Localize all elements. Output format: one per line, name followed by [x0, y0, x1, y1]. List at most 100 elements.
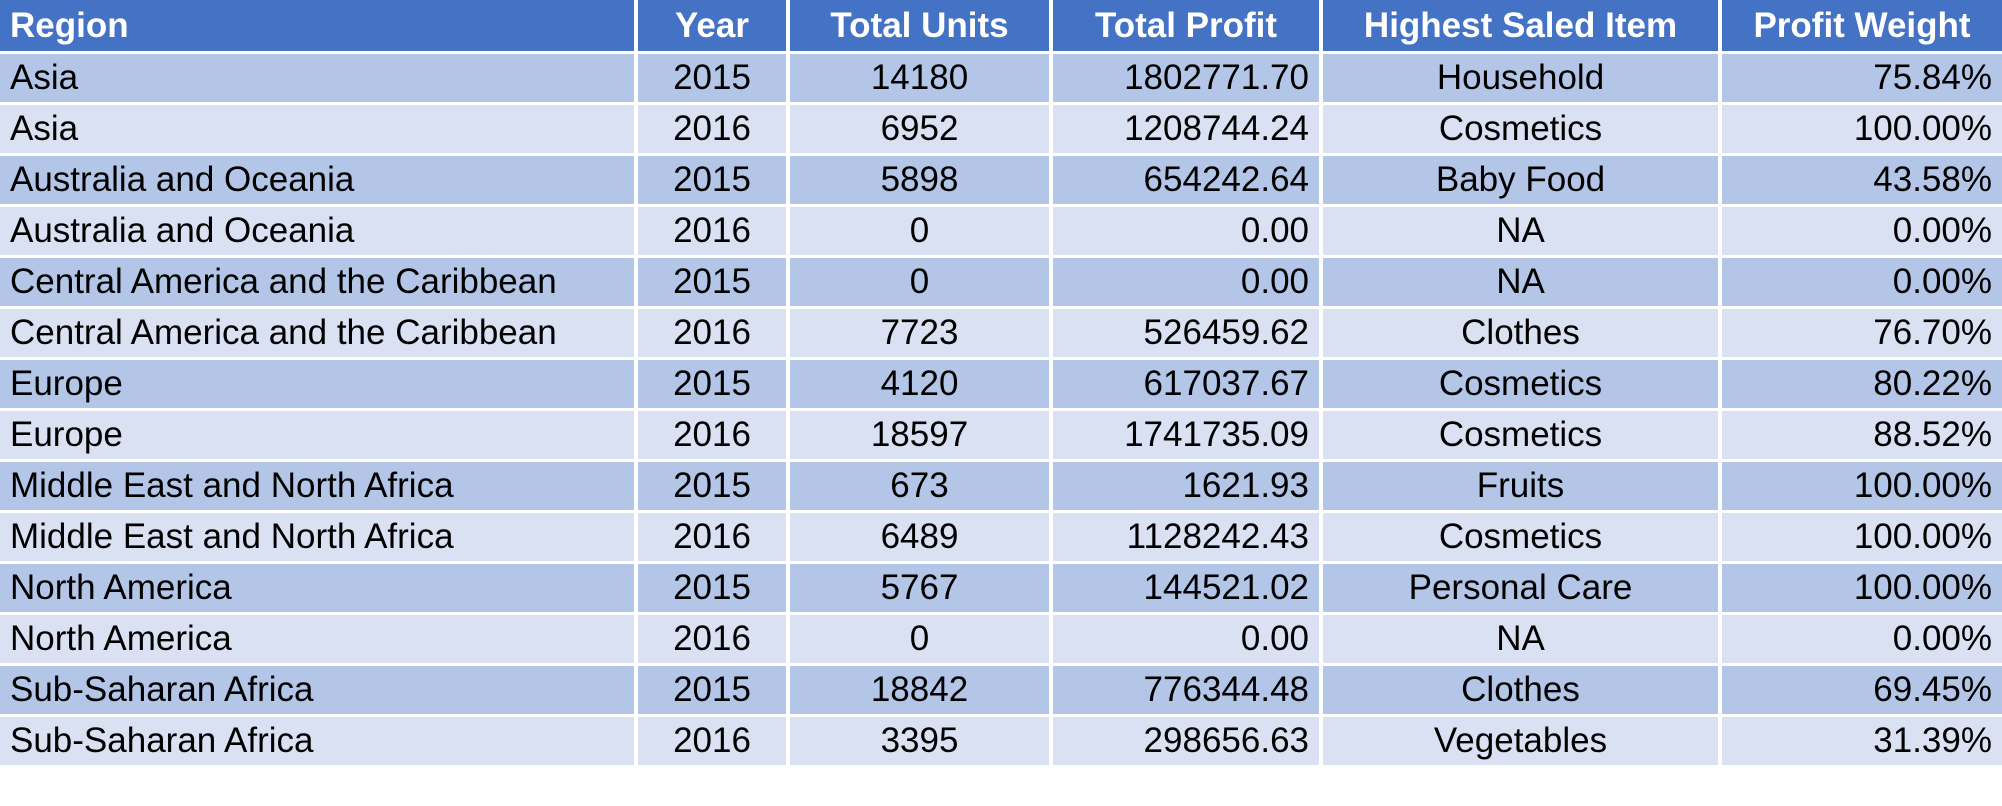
table-row: Middle East and North Africa 2015 673 1621.…	[0, 462, 2002, 513]
cell-total-profit[interactable]: 298656.63	[1053, 717, 1323, 768]
cell-year[interactable]: 2015	[638, 666, 790, 717]
cell-year[interactable]: 2016	[638, 411, 790, 462]
cell-year[interactable]: 2016	[638, 309, 790, 360]
cell-total-profit[interactable]: 0.00	[1053, 615, 1323, 666]
cell-year[interactable]: 2016	[638, 105, 790, 156]
cell-highest-saled-item[interactable]: Cosmetics	[1323, 360, 1722, 411]
table-row: North America 2015 5767 144521.02 Personal C…	[0, 564, 2002, 615]
cell-total-units[interactable]: 14180	[790, 54, 1053, 105]
cell-highest-saled-item[interactable]: Vegetables	[1323, 717, 1722, 768]
cell-year[interactable]: 2015	[638, 360, 790, 411]
cell-total-profit[interactable]: 0.00	[1053, 258, 1323, 309]
cell-total-profit[interactable]: 0.00	[1053, 207, 1323, 258]
cell-highest-saled-item[interactable]: NA	[1323, 207, 1722, 258]
cell-highest-saled-item[interactable]: Fruits	[1323, 462, 1722, 513]
cell-profit-weight[interactable]: 100.00%	[1722, 513, 2002, 564]
cell-profit-weight[interactable]: 43.58%	[1722, 156, 2002, 207]
cell-profit-weight[interactable]: 0.00%	[1722, 258, 2002, 309]
sales-summary-table: Region Year Total Units Total Profit Hig…	[0, 0, 2002, 768]
column-header-profit-weight[interactable]: Profit Weight	[1722, 0, 2002, 54]
cell-highest-saled-item[interactable]: Cosmetics	[1323, 105, 1722, 156]
cell-year[interactable]: 2016	[638, 207, 790, 258]
cell-total-profit[interactable]: 1128242.43	[1053, 513, 1323, 564]
header-row: Region Year Total Units Total Profit Hig…	[0, 0, 2002, 54]
cell-region[interactable]: North America	[0, 564, 638, 615]
cell-region[interactable]: Australia and Oceania	[0, 207, 638, 258]
cell-highest-saled-item[interactable]: Clothes	[1323, 309, 1722, 360]
cell-region[interactable]: Australia and Oceania	[0, 156, 638, 207]
cell-profit-weight[interactable]: 31.39%	[1722, 717, 2002, 768]
cell-highest-saled-item[interactable]: NA	[1323, 615, 1722, 666]
cell-year[interactable]: 2015	[638, 258, 790, 309]
cell-total-units[interactable]: 6489	[790, 513, 1053, 564]
cell-year[interactable]: 2015	[638, 156, 790, 207]
cell-total-units[interactable]: 0	[790, 615, 1053, 666]
cell-highest-saled-item[interactable]: NA	[1323, 258, 1722, 309]
table-row: North America 2016 0 0.00 NA 0.00%	[0, 615, 2002, 666]
cell-total-profit[interactable]: 1802771.70	[1053, 54, 1323, 105]
cell-profit-weight[interactable]: 0.00%	[1722, 615, 2002, 666]
cell-highest-saled-item[interactable]: Clothes	[1323, 666, 1722, 717]
cell-region[interactable]: Asia	[0, 54, 638, 105]
cell-region[interactable]: Middle East and North Africa	[0, 513, 638, 564]
cell-total-units[interactable]: 5898	[790, 156, 1053, 207]
cell-region[interactable]: Central America and the Caribbean	[0, 258, 638, 309]
cell-total-units[interactable]: 7723	[790, 309, 1053, 360]
cell-profit-weight[interactable]: 88.52%	[1722, 411, 2002, 462]
cell-total-profit[interactable]: 1621.93	[1053, 462, 1323, 513]
cell-region[interactable]: Central America and the Caribbean	[0, 309, 638, 360]
table-row: Europe 2016 18597 1741735.09 Cosmetics 88.52%	[0, 411, 2002, 462]
cell-profit-weight[interactable]: 100.00%	[1722, 105, 2002, 156]
cell-total-units[interactable]: 18597	[790, 411, 1053, 462]
column-header-highest-saled-item[interactable]: Highest Saled Item	[1323, 0, 1722, 54]
cell-year[interactable]: 2015	[638, 564, 790, 615]
cell-total-units[interactable]: 673	[790, 462, 1053, 513]
cell-total-profit[interactable]: 1208744.24	[1053, 105, 1323, 156]
cell-profit-weight[interactable]: 100.00%	[1722, 462, 2002, 513]
cell-profit-weight[interactable]: 76.70%	[1722, 309, 2002, 360]
table-row: Asia 2015 14180 1802771.70 Household 75.84%	[0, 54, 2002, 105]
cell-highest-saled-item[interactable]: Cosmetics	[1323, 513, 1722, 564]
cell-region[interactable]: Sub-Saharan Africa	[0, 666, 638, 717]
cell-profit-weight[interactable]: 69.45%	[1722, 666, 2002, 717]
cell-region[interactable]: Sub-Saharan Africa	[0, 717, 638, 768]
cell-total-units[interactable]: 3395	[790, 717, 1053, 768]
cell-highest-saled-item[interactable]: Cosmetics	[1323, 411, 1722, 462]
cell-total-profit[interactable]: 617037.67	[1053, 360, 1323, 411]
cell-region[interactable]: Middle East and North Africa	[0, 462, 638, 513]
column-header-total-units[interactable]: Total Units	[790, 0, 1053, 54]
cell-total-profit[interactable]: 776344.48	[1053, 666, 1323, 717]
cell-total-profit[interactable]: 654242.64	[1053, 156, 1323, 207]
cell-region[interactable]: Europe	[0, 411, 638, 462]
cell-total-profit[interactable]: 1741735.09	[1053, 411, 1323, 462]
column-header-year[interactable]: Year	[638, 0, 790, 54]
cell-profit-weight[interactable]: 100.00%	[1722, 564, 2002, 615]
cell-year[interactable]: 2016	[638, 717, 790, 768]
cell-region[interactable]: North America	[0, 615, 638, 666]
column-header-region[interactable]: Region	[0, 0, 638, 54]
table-row: Australia and Oceania 2015 5898 654242.64 Ba…	[0, 156, 2002, 207]
cell-year[interactable]: 2015	[638, 54, 790, 105]
cell-profit-weight[interactable]: 75.84%	[1722, 54, 2002, 105]
cell-profit-weight[interactable]: 0.00%	[1722, 207, 2002, 258]
cell-highest-saled-item[interactable]: Personal Care	[1323, 564, 1722, 615]
cell-year[interactable]: 2016	[638, 513, 790, 564]
cell-total-units[interactable]: 6952	[790, 105, 1053, 156]
cell-total-profit[interactable]: 144521.02	[1053, 564, 1323, 615]
cell-year[interactable]: 2015	[638, 462, 790, 513]
cell-total-profit[interactable]: 526459.62	[1053, 309, 1323, 360]
cell-region[interactable]: Asia	[0, 105, 638, 156]
cell-total-units[interactable]: 0	[790, 258, 1053, 309]
cell-highest-saled-item[interactable]: Household	[1323, 54, 1722, 105]
cell-total-units[interactable]: 0	[790, 207, 1053, 258]
table-body: Asia 2015 14180 1802771.70 Household 75.84% As…	[0, 54, 2002, 768]
cell-year[interactable]: 2016	[638, 615, 790, 666]
column-header-total-profit[interactable]: Total Profit	[1053, 0, 1323, 54]
cell-region[interactable]: Europe	[0, 360, 638, 411]
cell-total-units[interactable]: 4120	[790, 360, 1053, 411]
cell-highest-saled-item[interactable]: Baby Food	[1323, 156, 1722, 207]
cell-total-units[interactable]: 18842	[790, 666, 1053, 717]
cell-profit-weight[interactable]: 80.22%	[1722, 360, 2002, 411]
cell-total-units[interactable]: 5767	[790, 564, 1053, 615]
